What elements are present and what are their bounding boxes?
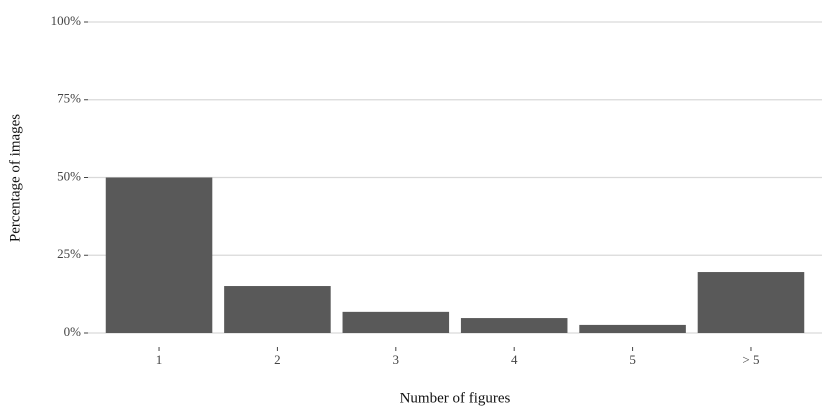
x-axis-title: Number of figures [400,390,511,406]
x-tick-label: 4 [511,352,518,367]
y-tick-label: 25% [57,246,81,261]
x-tick-label: 5 [629,352,636,367]
x-tick-label: 1 [156,352,163,367]
bar [224,286,331,333]
y-tick-label: 0% [64,324,82,339]
y-tick-label: 50% [57,168,81,183]
y-tick-label: 100% [51,13,82,28]
bar [342,311,450,333]
bar [579,324,686,333]
y-tick-label: 75% [57,91,81,106]
x-tick-label: > 5 [742,352,759,367]
x-tick-label: 2 [274,352,281,367]
bar [105,177,213,333]
y-axis-title: Percentage of images [7,114,23,242]
x-tick-label: 3 [393,352,400,367]
bar [460,318,568,333]
bar [697,272,805,333]
